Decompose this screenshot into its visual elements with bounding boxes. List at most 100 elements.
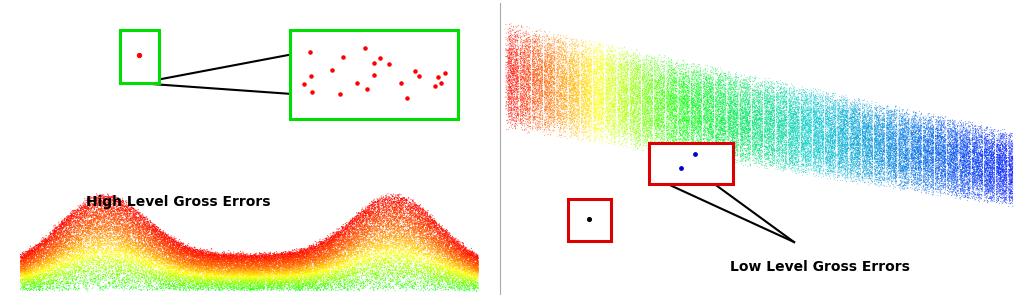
Point <box>92 207 108 211</box>
Point <box>945 151 961 156</box>
Point <box>893 165 909 169</box>
Point <box>812 155 829 160</box>
Point <box>55 235 71 240</box>
Point <box>48 254 64 258</box>
Point <box>665 116 681 121</box>
Point <box>720 91 736 96</box>
Point <box>60 270 76 275</box>
Point <box>802 135 818 140</box>
Point <box>793 132 809 137</box>
Point <box>576 86 592 90</box>
Point <box>249 267 266 271</box>
Point <box>174 260 190 265</box>
Point <box>859 124 875 128</box>
Point <box>207 277 223 282</box>
Point <box>995 127 1011 132</box>
Point <box>67 237 83 241</box>
Point <box>346 259 362 264</box>
Point <box>699 114 716 119</box>
Point <box>772 148 788 152</box>
Point <box>876 121 893 126</box>
Point <box>464 253 480 258</box>
Point <box>881 161 897 165</box>
Point <box>695 132 712 136</box>
Point <box>264 260 280 265</box>
Point <box>343 283 359 288</box>
Point <box>576 121 592 125</box>
Point <box>166 242 182 247</box>
Point <box>156 257 172 261</box>
Point <box>884 150 900 154</box>
Point <box>378 247 394 252</box>
Point <box>122 225 138 230</box>
Point <box>635 80 652 84</box>
Point <box>631 110 647 115</box>
Point <box>668 118 684 122</box>
Point <box>960 178 976 183</box>
Point <box>931 152 948 157</box>
Point <box>295 284 312 289</box>
Point <box>117 207 133 212</box>
Point <box>757 105 774 109</box>
Point <box>766 154 782 159</box>
Point <box>529 42 546 47</box>
Point <box>959 181 975 186</box>
Point <box>183 251 200 256</box>
Point <box>703 124 720 129</box>
Point <box>679 94 695 99</box>
Point <box>236 269 252 274</box>
Point <box>700 97 717 102</box>
Point <box>87 203 103 208</box>
Point <box>423 218 440 222</box>
Point <box>892 175 908 180</box>
Point <box>773 106 789 111</box>
Point <box>207 275 223 279</box>
Point <box>402 208 418 213</box>
Point <box>397 253 413 257</box>
Point <box>774 135 790 140</box>
Point <box>214 252 230 256</box>
Point <box>984 199 1001 204</box>
Point <box>911 133 927 138</box>
Point <box>234 266 250 271</box>
Point <box>917 172 934 176</box>
Point <box>937 159 953 163</box>
Point <box>398 261 414 266</box>
Point <box>576 85 592 90</box>
Point <box>732 124 748 128</box>
Point <box>403 219 419 224</box>
Point <box>817 123 834 128</box>
Point <box>75 247 92 251</box>
Point <box>944 157 960 162</box>
Point <box>998 170 1014 175</box>
Point <box>145 249 161 254</box>
Point <box>211 285 227 290</box>
Point <box>184 249 201 254</box>
Point <box>111 235 127 240</box>
Point <box>844 146 860 151</box>
Point <box>251 277 268 282</box>
Point <box>799 136 815 140</box>
Point <box>910 153 926 157</box>
Point <box>435 232 451 237</box>
Point <box>850 143 866 148</box>
Point <box>310 256 327 260</box>
Point <box>208 267 224 271</box>
Point <box>109 241 125 246</box>
Point <box>275 268 291 273</box>
Point <box>360 210 377 215</box>
Point <box>217 259 233 264</box>
Point <box>160 282 176 287</box>
Point <box>296 269 313 274</box>
Point <box>678 72 694 77</box>
Point <box>952 135 968 140</box>
Point <box>961 140 977 145</box>
Point <box>563 70 579 75</box>
Point <box>54 268 70 273</box>
Point <box>359 264 376 268</box>
Point <box>922 125 939 129</box>
Point <box>438 279 454 284</box>
Point <box>243 276 260 280</box>
Point <box>515 40 531 45</box>
Point <box>904 117 920 121</box>
